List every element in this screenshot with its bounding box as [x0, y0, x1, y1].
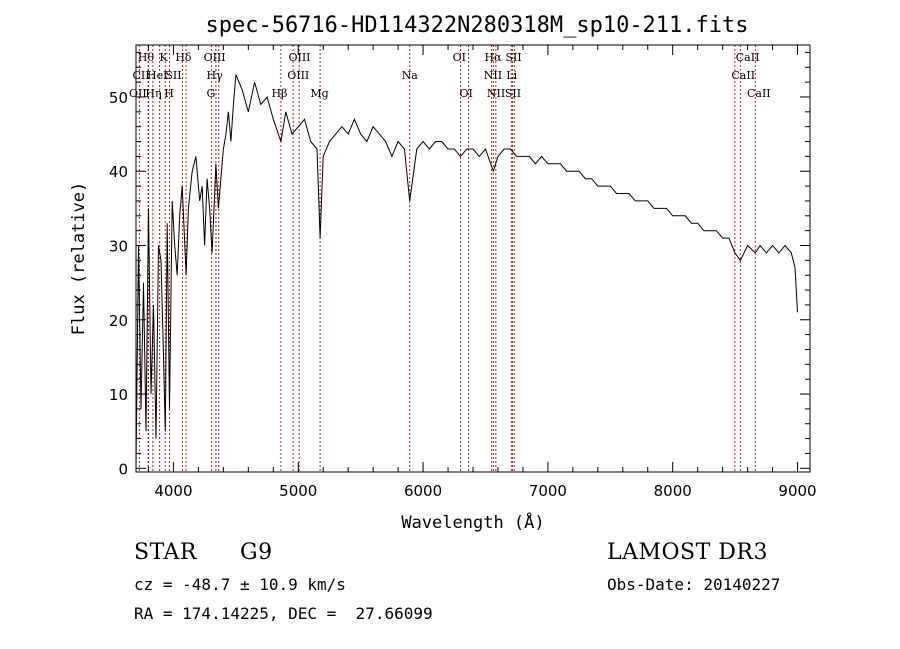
line-label-6: Hα — [484, 51, 502, 64]
line-label-7: SII — [505, 51, 521, 64]
x-tick-label-1: 5000 — [279, 482, 317, 500]
line-label-14: Na — [402, 69, 419, 82]
velocity-readout: cz = -48.7 ± 10.9 km/s — [134, 575, 346, 594]
y-tick-label-0: 0 — [118, 460, 128, 478]
spectrum-series-line — [135, 74, 798, 469]
line-label-10: HeI — [147, 69, 167, 82]
object-subclass: G9 — [240, 540, 273, 565]
line-label-8: CaII — [736, 51, 760, 64]
line-label-1: K — [159, 51, 168, 64]
object-class: STAR — [134, 540, 197, 565]
x-tick-label-3: 7000 — [529, 482, 567, 500]
line-label-23: Mg — [310, 87, 328, 100]
line-label-0: Hθ — [138, 51, 155, 64]
line-label-25: NII — [487, 87, 505, 100]
line-label-18: OII — [129, 87, 147, 100]
line-label-11: SII — [165, 69, 181, 82]
line-label-15: NII — [484, 69, 502, 82]
chart-title: spec-56716-HD114322N280318M_sp10-211.fit… — [205, 13, 748, 38]
x-tick-label-5: 9000 — [778, 482, 816, 500]
y-tick-label-1: 10 — [109, 386, 128, 404]
y-tick-label-5: 50 — [109, 89, 128, 107]
y-tick-label-4: 40 — [109, 163, 128, 181]
observation-date: Obs-Date: 20140227 — [607, 575, 781, 594]
line-label-3: OIII — [204, 51, 226, 64]
line-label-19: Hη — [145, 87, 161, 100]
line-label-16: Li — [506, 69, 517, 82]
y-axis-label: Flux (relative) — [69, 182, 89, 336]
line-label-4: OIII — [288, 51, 310, 64]
line-label-22: Hβ — [272, 87, 288, 100]
x-axis-label: Wavelength (Å) — [401, 511, 544, 533]
line-label-12: Hγ — [207, 69, 224, 82]
y-tick-label-2: 20 — [109, 312, 128, 330]
line-label-17: CaII — [731, 69, 755, 82]
plot-frame — [135, 44, 811, 473]
line-label-20: H — [164, 87, 174, 100]
line-label-13: OIII — [287, 69, 309, 82]
line-label-5: OI — [453, 51, 466, 64]
line-label-21: G — [206, 87, 215, 100]
y-tick-label-3: 30 — [109, 238, 128, 256]
line-label-9: CII — [132, 69, 149, 82]
coordinates-readout: RA = 174.14225, DEC = 27.66099 — [134, 604, 433, 623]
line-label-2: Hδ — [175, 51, 192, 64]
line-label-24: OI — [459, 87, 472, 100]
x-tick-label-2: 6000 — [404, 482, 442, 500]
x-tick-label-0: 4000 — [154, 482, 192, 500]
line-label-26: SII — [505, 87, 521, 100]
x-tick-label-4: 8000 — [654, 482, 692, 500]
survey-name: LAMOST DR3 — [607, 540, 768, 565]
line-label-27: CaII — [747, 87, 771, 100]
